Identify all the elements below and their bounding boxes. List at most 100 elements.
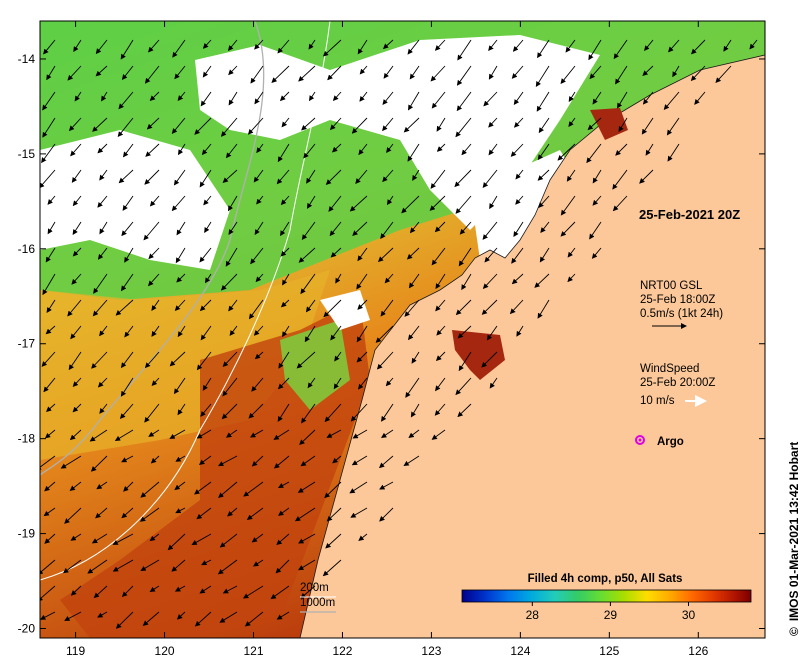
current-vector	[488, 65, 498, 80]
current-vector	[282, 325, 290, 338]
current-vector	[308, 91, 316, 102]
current-vector	[434, 221, 446, 233]
current-vector	[72, 221, 82, 235]
current-vector	[43, 39, 56, 55]
current-vector	[45, 325, 56, 335]
current-vector	[196, 429, 212, 439]
current-vector	[217, 559, 238, 575]
current-vector	[253, 325, 264, 336]
current-vector	[115, 611, 134, 629]
current-vector	[42, 91, 56, 111]
current-vector	[199, 299, 212, 312]
current-vector	[408, 273, 420, 289]
current-vector	[592, 169, 602, 184]
current-vector	[435, 273, 446, 290]
current-vector	[121, 507, 134, 519]
current-vector	[535, 65, 550, 87]
current-vector	[47, 195, 56, 205]
current-vector	[91, 351, 108, 369]
current-vector	[329, 221, 342, 237]
current-vector	[412, 169, 420, 181]
current-vector	[331, 143, 342, 153]
lon-axis: 119 120 121 122 123 124 125 126	[66, 21, 709, 658]
current-vector	[227, 507, 238, 517]
lat-tick-label: -16	[18, 242, 36, 256]
current-vector	[44, 533, 56, 544]
current-vector	[511, 273, 524, 285]
current-vector	[256, 143, 264, 154]
current-vector	[271, 65, 290, 83]
current-vector	[243, 481, 264, 497]
current-vector	[350, 507, 368, 518]
current-vector	[459, 221, 472, 235]
current-vector	[560, 65, 576, 85]
current-vector	[228, 65, 238, 76]
current-vector	[97, 143, 108, 154]
current-vector	[409, 221, 420, 234]
current-vector	[101, 91, 108, 102]
current-vector	[174, 299, 186, 312]
current-vector	[99, 169, 108, 181]
current-vector	[509, 299, 524, 315]
current-vector	[275, 559, 290, 574]
current-vector	[177, 91, 186, 101]
current-vector	[228, 91, 238, 106]
current-vector	[247, 117, 264, 135]
current-vector	[177, 143, 186, 156]
current-vector	[71, 169, 82, 183]
current-vector	[379, 507, 394, 522]
current-vector	[298, 247, 316, 263]
current-vector	[617, 91, 628, 109]
current-vector	[199, 585, 212, 594]
current-vector	[456, 65, 472, 86]
current-vector	[174, 481, 186, 491]
current-vector	[169, 351, 186, 367]
current-vector	[202, 39, 212, 49]
current-vector	[40, 585, 56, 602]
current-vector	[408, 91, 420, 111]
current-vector	[431, 247, 446, 266]
current-vector	[151, 325, 160, 337]
current-vector	[592, 91, 602, 105]
current-vector	[201, 143, 212, 156]
current-vector	[194, 117, 212, 135]
current-vector	[250, 247, 264, 265]
current-vector	[204, 273, 212, 284]
current-vector	[200, 91, 212, 107]
current-vector	[436, 143, 446, 152]
current-vector	[435, 351, 446, 362]
current-vector	[93, 273, 108, 294]
lon-tick-label: 119	[66, 644, 85, 658]
current-vector	[301, 117, 316, 131]
current-vector	[294, 507, 316, 522]
current-vector	[194, 611, 212, 627]
current-vector	[307, 377, 316, 389]
current-vector	[672, 65, 680, 78]
current-vector	[457, 39, 472, 61]
current-vector	[488, 143, 498, 156]
current-vector	[171, 559, 186, 572]
lon-tick-label: 124	[510, 644, 530, 658]
current-vector	[222, 351, 238, 368]
current-vector	[298, 533, 316, 544]
current-vector	[298, 65, 316, 82]
current-vector	[375, 325, 394, 343]
current-vector	[63, 559, 82, 574]
current-vector	[220, 273, 238, 291]
current-vector	[176, 611, 186, 620]
current-vector	[663, 91, 680, 110]
current-vector	[297, 481, 316, 493]
current-vector	[359, 91, 368, 102]
current-vector	[118, 169, 134, 184]
sst-zone-green-patch	[280, 320, 350, 410]
current-vector	[642, 91, 654, 105]
current-vector	[489, 195, 498, 210]
colorbar-tick-label: 29	[604, 608, 618, 622]
current-vector	[481, 299, 498, 315]
current-vector	[120, 273, 134, 292]
credit-text: IMOS 01-Mar-2021 13:42 Hobart	[787, 442, 801, 621]
current-vector	[276, 611, 290, 620]
current-vector	[430, 65, 446, 82]
current-vector	[405, 377, 420, 398]
